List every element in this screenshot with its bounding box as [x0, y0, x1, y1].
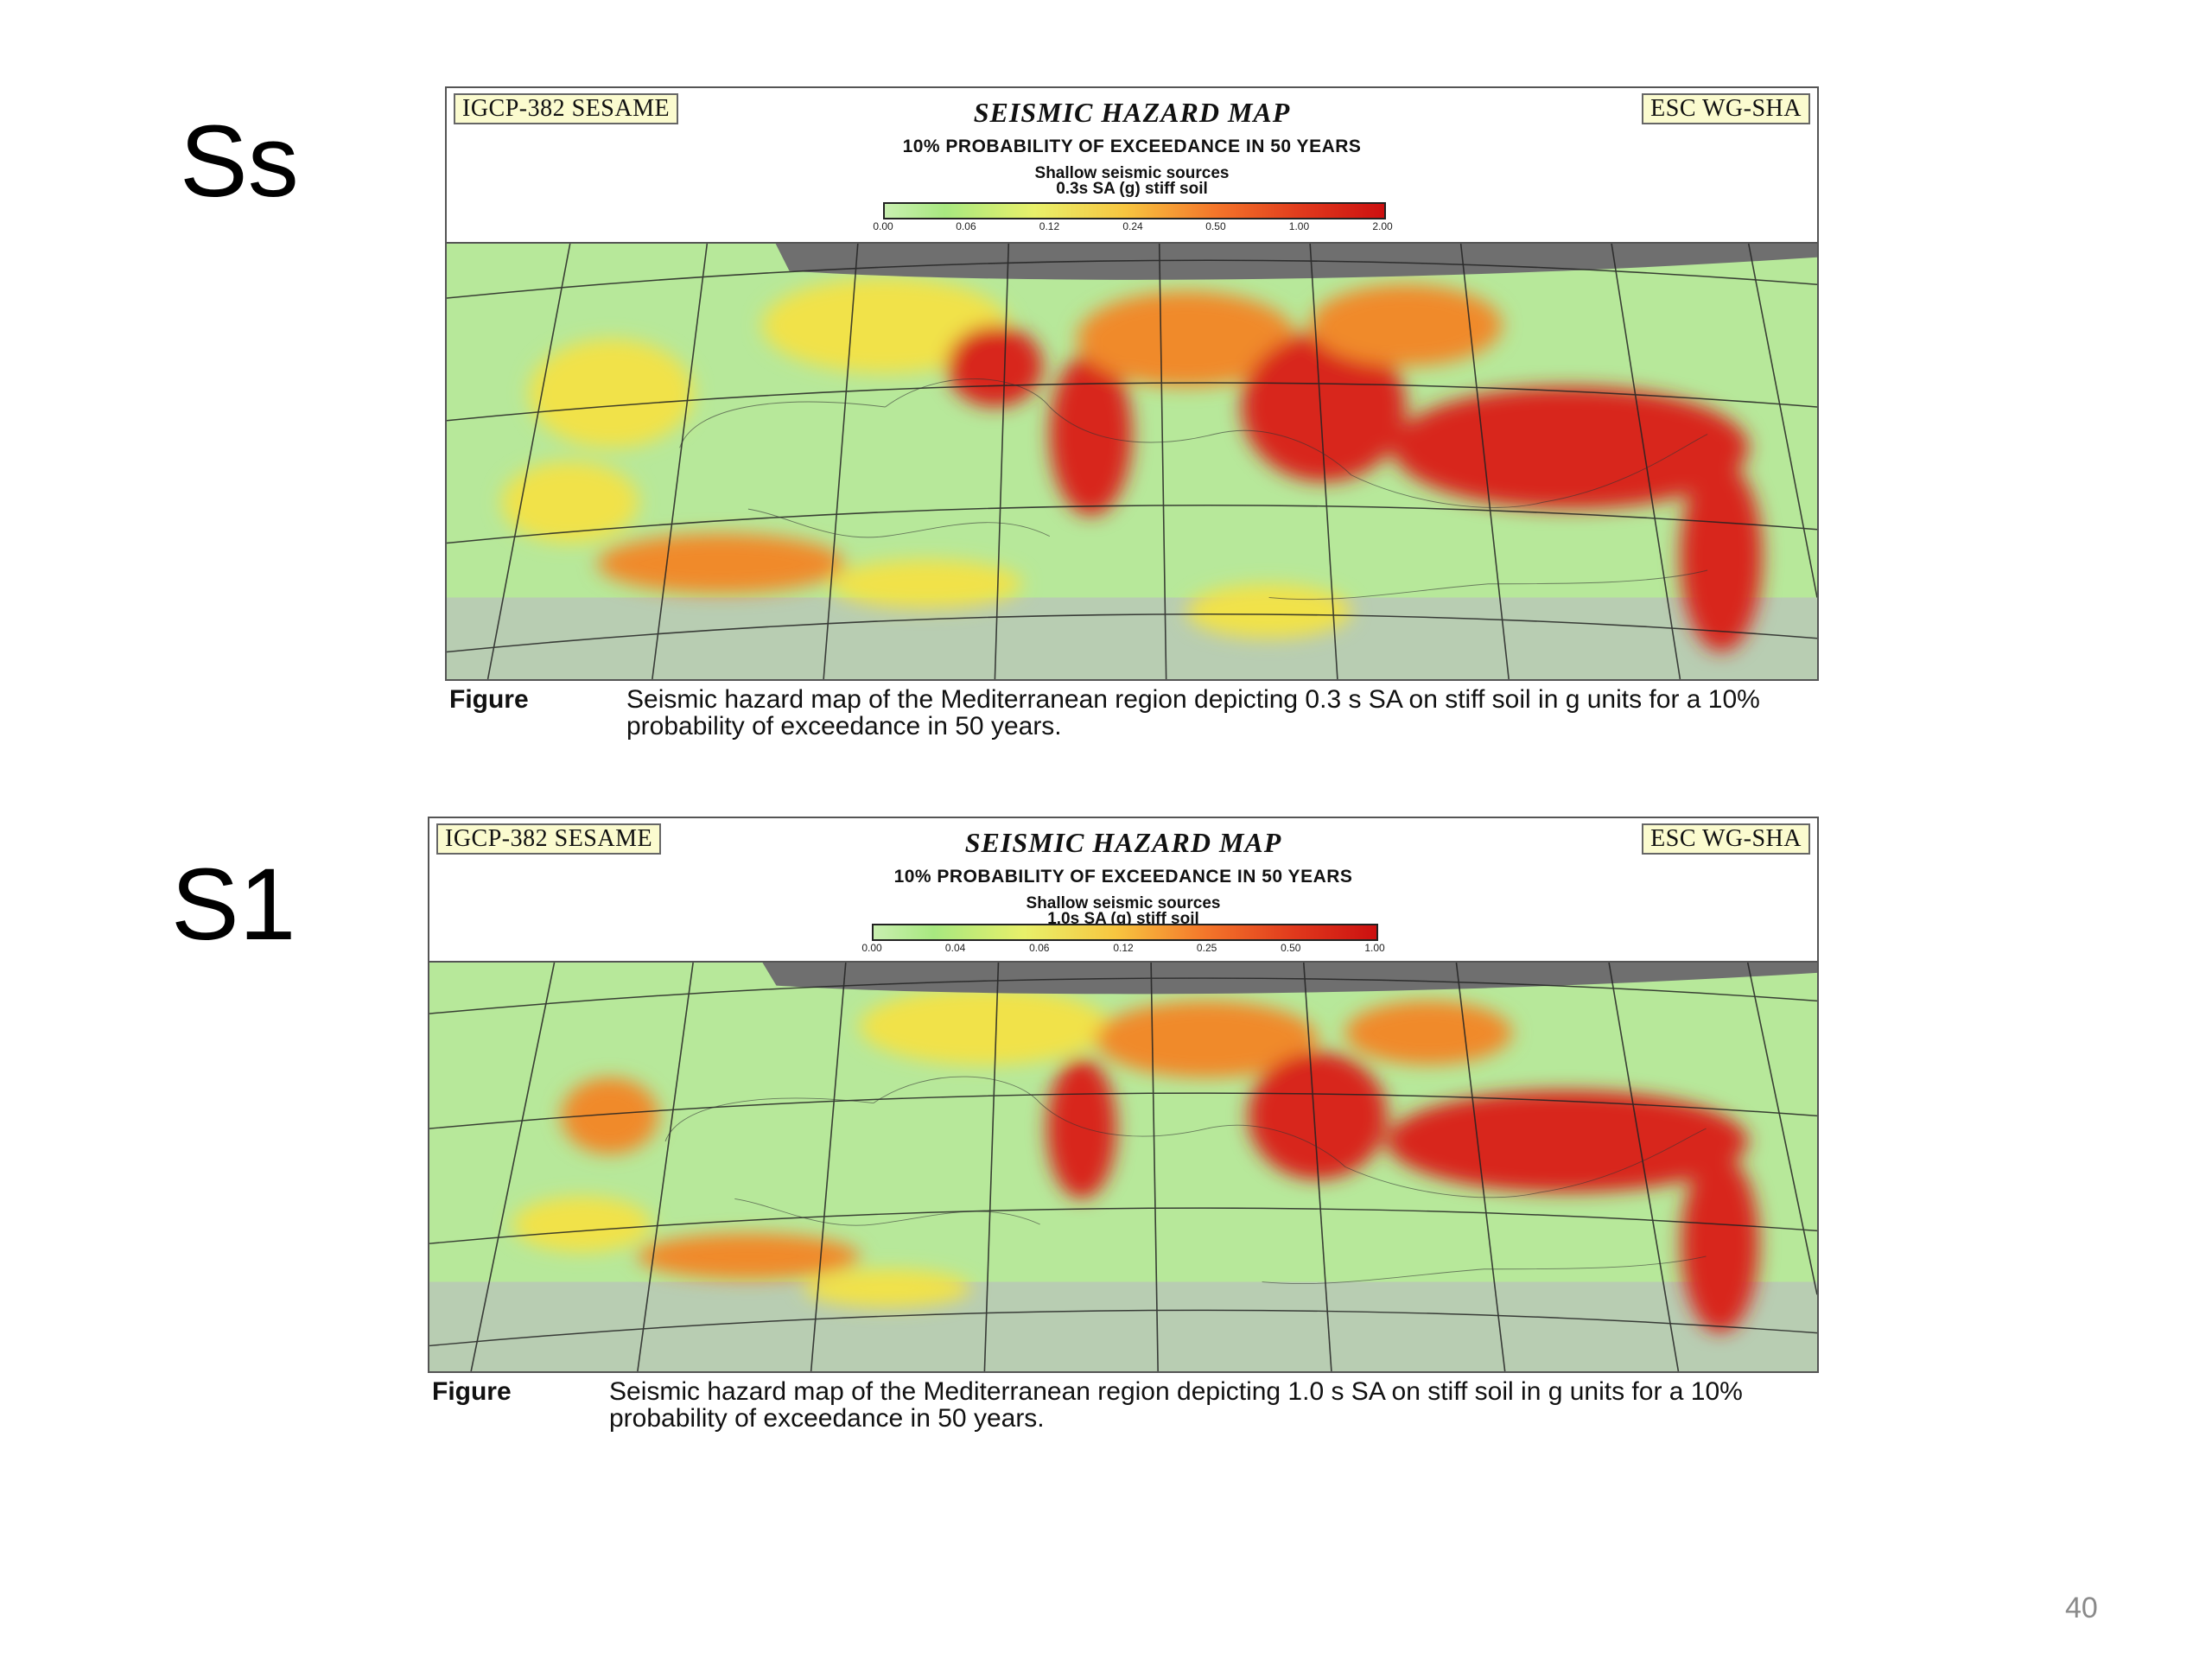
hazard-figure-1.0s: IGCP-382 SESAME ESC WG-SHA SEISMIC HAZAR… — [428, 817, 1819, 1432]
scale-tick-label: 0.00 — [861, 942, 882, 954]
map-header: IGCP-382 SESAME ESC WG-SHA SEISMIC HAZAR… — [429, 818, 1817, 963]
country-borders — [679, 378, 1708, 601]
no-data-region — [775, 244, 1817, 280]
scale-tick-label: 0.25 — [1196, 942, 1217, 954]
slide-label-ss: Ss — [180, 105, 299, 219]
scale-tick-label: 0.24 — [1122, 220, 1143, 232]
scale-tick-label: 0.06 — [1029, 942, 1050, 954]
map-title: SEISMIC HAZARD MAP — [964, 827, 1282, 858]
color-scale-labels: 0.00 0.04 0.06 0.12 0.25 0.50 1.00 — [861, 942, 1384, 954]
caption-label: Figure — [449, 685, 529, 714]
hazard-map-panel: IGCP-382 SESAME ESC WG-SHA SEISMIC HAZAR… — [428, 817, 1819, 1373]
scale-tick-label: 0.12 — [1113, 942, 1134, 954]
hazard-figure-0.3s: IGCP-382 SESAME ESC WG-SHA SEISMIC HAZAR… — [445, 86, 1819, 740]
slide-label-s1: S1 — [171, 848, 296, 962]
color-scale-bar — [872, 924, 1378, 941]
scale-tick-label: 1.00 — [1364, 942, 1385, 954]
map-header: IGCP-382 SESAME ESC WG-SHA SEISMIC HAZAR… — [447, 88, 1817, 244]
source-description: Shallow seismic sources — [1026, 894, 1221, 912]
scale-tick-label: 2.00 — [1372, 220, 1393, 232]
map-subtitle: 10% PROBABILITY OF EXCEEDANCE IN 50 YEAR… — [902, 137, 1362, 156]
map-subtitle: 10% PROBABILITY OF EXCEEDANCE IN 50 YEAR… — [893, 867, 1353, 887]
scale-tick-label: 0.12 — [1039, 220, 1060, 232]
project-tag: IGCP-382 SESAME — [436, 823, 662, 855]
color-scale-labels: 0.00 0.06 0.12 0.24 0.50 1.00 2.00 — [873, 220, 1392, 232]
hazard-map-panel: IGCP-382 SESAME ESC WG-SHA SEISMIC HAZAR… — [445, 86, 1819, 681]
figure-caption: Figure Seismic hazard map of the Mediter… — [445, 686, 1819, 740]
caption-label: Figure — [432, 1377, 512, 1406]
scale-tick-label: 0.04 — [944, 942, 966, 954]
mediterranean-hazard-map — [429, 963, 1817, 1371]
mediterranean-hazard-map — [447, 244, 1817, 679]
caption-text: Seismic hazard map of the Mediterranean … — [626, 685, 1760, 741]
figure-caption: Figure Seismic hazard map of the Mediter… — [428, 1378, 1819, 1432]
working-group-tag: ESC WG-SHA — [1642, 93, 1810, 124]
caption-text: Seismic hazard map of the Mediterranean … — [609, 1377, 1743, 1433]
country-borders — [664, 1076, 1707, 1284]
scale-tick-label: 0.00 — [873, 220, 893, 232]
working-group-tag: ESC WG-SHA — [1642, 823, 1810, 855]
scale-tick-label: 0.06 — [956, 220, 976, 232]
map-title: SEISMIC HAZARD MAP — [973, 97, 1291, 128]
color-scale-bar — [883, 202, 1386, 219]
graticule — [447, 244, 1817, 679]
page-number: 40 — [2065, 1592, 2098, 1624]
scale-tick-label: 0.50 — [1205, 220, 1226, 232]
scale-tick-label: 1.00 — [1288, 220, 1310, 232]
spectral-period-description: 0.3s SA (g) stiff soil — [1056, 180, 1208, 198]
graticule — [429, 963, 1817, 1371]
source-description: Shallow seismic sources — [1034, 164, 1230, 182]
spectral-period-description: 1.0s SA (g) stiff soil — [1047, 910, 1199, 928]
scale-tick-label: 0.50 — [1281, 942, 1301, 954]
hazard-color-field — [447, 244, 1817, 679]
project-tag: IGCP-382 SESAME — [454, 93, 679, 124]
hazard-color-field — [429, 963, 1817, 1371]
